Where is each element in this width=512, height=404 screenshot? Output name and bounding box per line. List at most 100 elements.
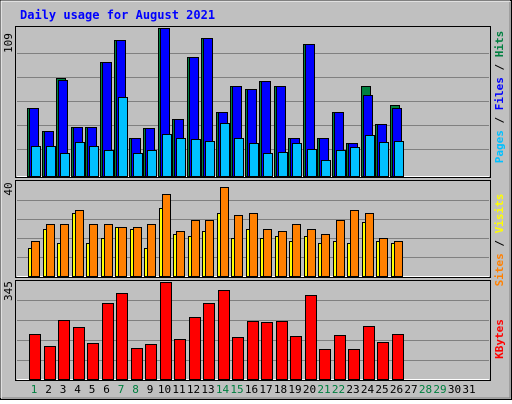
kbytes-bar [160, 282, 172, 380]
sites-bar [263, 229, 272, 277]
pages-bar [321, 160, 331, 177]
kbytes-bar [131, 348, 143, 380]
legend-part: Files [493, 77, 506, 110]
sites-bar [234, 215, 243, 277]
kbytes-bar [232, 337, 244, 380]
kbytes-bar [247, 321, 259, 380]
sites-bar [307, 229, 316, 277]
pages-bar [162, 134, 172, 177]
legend-part: / [493, 110, 506, 130]
day-label: 16 [245, 383, 258, 396]
day-label: 7 [118, 383, 125, 396]
sites-bar [89, 224, 98, 277]
sites-bar [205, 220, 214, 277]
pages-bar [147, 150, 157, 177]
kbytes-bar [305, 295, 317, 380]
day-label: 20 [303, 383, 316, 396]
kbytes-bar [174, 339, 186, 380]
pages-bar [104, 150, 114, 177]
day-label: 15 [230, 383, 243, 396]
pages-bar [191, 139, 201, 177]
day-label: 25 [375, 383, 388, 396]
kbytes-bar [145, 344, 157, 380]
day-label: 31 [462, 383, 475, 396]
pages-bar [46, 146, 56, 177]
kbytes-bar [116, 293, 128, 380]
pages-bar [220, 123, 230, 177]
panel-1-legend-label: Pages / Files / Hits [493, 31, 506, 164]
day-label: 10 [158, 383, 171, 396]
day-label: 19 [288, 383, 301, 396]
sites-bar [336, 220, 345, 277]
day-label: 14 [216, 383, 230, 396]
panel-2-legend-label: Sites / Visits [493, 194, 506, 287]
day-label: 28 [419, 383, 432, 396]
sites-bar [220, 187, 229, 277]
pages-bar [60, 153, 70, 177]
sites-bar [147, 224, 156, 277]
sites-bar [104, 224, 113, 277]
pages-bar [176, 138, 186, 177]
sites-bar [394, 241, 403, 277]
legend-part: / [493, 233, 506, 253]
sites-bar [321, 234, 330, 277]
sites-bar [118, 227, 127, 277]
sites-bar [292, 224, 301, 277]
kbytes-bar [44, 346, 56, 380]
pages-bar [234, 138, 244, 177]
sites-bar [133, 227, 142, 277]
day-label: 30 [448, 383, 461, 396]
legend-part: Visits [493, 194, 506, 234]
sites-bar [46, 224, 55, 277]
kbytes-bar [261, 322, 273, 380]
pages-bar [89, 146, 99, 177]
kbytes-bar [29, 334, 41, 380]
panel-3-legend-label: KBytes [493, 319, 506, 359]
pages-bar [278, 152, 288, 177]
sites-bar [162, 194, 171, 277]
kbytes-bar [290, 336, 302, 380]
kbytes-bar [334, 335, 346, 380]
day-label: 24 [361, 383, 375, 396]
legend-part: Hits [493, 31, 506, 58]
kbytes-bar [58, 320, 70, 380]
sites-bar [60, 224, 69, 277]
day-label: 4 [74, 383, 81, 396]
panel-2-max-label: 40 [2, 182, 15, 195]
day-label: 3 [60, 383, 67, 396]
pages-bar [249, 143, 259, 177]
kbytes-bar [319, 349, 331, 380]
pages-bar [365, 135, 375, 177]
legend-part: Sites [493, 253, 506, 286]
frame-bevel-dark [2, 2, 511, 399]
sites-bar [176, 231, 185, 277]
kbytes-bar [189, 317, 201, 380]
day-label: 17 [259, 383, 272, 396]
pages-bar [292, 143, 302, 177]
panel-1-max-label: 109 [2, 33, 15, 53]
sites-bar [75, 210, 84, 277]
day-label: 29 [433, 383, 446, 396]
sites-bar [365, 213, 374, 277]
day-label: 1 [31, 383, 38, 396]
day-label: 11 [172, 383, 185, 396]
pages-bar [133, 153, 143, 177]
day-label: 13 [201, 383, 214, 396]
sites-bar [278, 231, 287, 277]
kbytes-bar [363, 326, 375, 380]
pages-bar [118, 97, 128, 177]
day-label: 18 [274, 383, 287, 396]
legend-part: KBytes [493, 319, 506, 359]
legend-part: Pages [493, 130, 506, 163]
sites-bar [350, 210, 359, 277]
day-label: 27 [404, 383, 417, 396]
day-label: 5 [89, 383, 96, 396]
day-label: 21 [317, 383, 330, 396]
sites-bar [191, 220, 200, 277]
kbytes-bar [102, 303, 114, 380]
kbytes-bar [392, 334, 404, 380]
day-label: 9 [147, 383, 154, 396]
sites-bar [249, 213, 258, 277]
